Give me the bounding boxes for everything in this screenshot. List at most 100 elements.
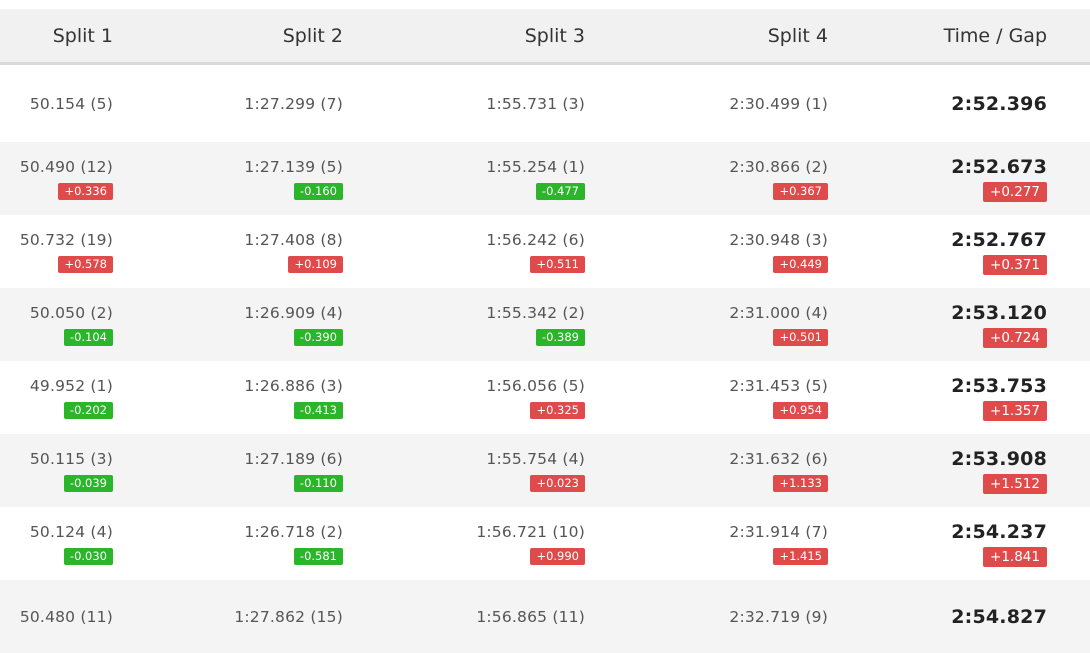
- split-2-delta-badge: -0.160: [293, 182, 343, 200]
- table-header: Split 1 Split 2 Split 3 Split 4 Time / G…: [0, 9, 1090, 65]
- time-gap-value: 2:54.827: [951, 605, 1047, 628]
- split-4-value: 2:32.719 (9): [729, 607, 828, 626]
- split-1-delta-badge: -0.039: [63, 474, 113, 492]
- split-2-cell: 1:26.718 (2) -0.581: [113, 507, 343, 580]
- time-gap-cell: 2:53.908 +1.512: [828, 434, 1047, 507]
- split-2-cell: 1:26.886 (3) -0.413: [113, 361, 343, 434]
- time-gap-cell: 2:54.237 +1.841: [828, 507, 1047, 580]
- split-4-value: 2:30.866 (2): [729, 157, 828, 176]
- split-1-value: 50.480 (11): [19, 607, 113, 626]
- split-3-cell: 1:55.731 (3): [343, 65, 585, 142]
- split-4-cell: 2:31.000 (4) +0.501: [585, 288, 828, 361]
- split-3-cell: 1:55.754 (4) +0.023: [343, 434, 585, 507]
- split-3-value: 1:55.342 (2): [486, 303, 585, 322]
- split-2-cell: 1:27.189 (6) -0.110: [113, 434, 343, 507]
- split-3-value: 1:55.754 (4): [486, 449, 585, 468]
- time-gap-value: 2:52.673: [951, 155, 1047, 178]
- split-2-value: 1:26.909 (4): [244, 303, 343, 322]
- split-3-value: 1:55.731 (3): [486, 94, 585, 113]
- time-gap-delta-badge: +0.371: [983, 254, 1047, 275]
- split-1-cell: 50.115 (3) -0.039: [0, 434, 113, 507]
- time-gap-value: 2:53.753: [951, 374, 1047, 397]
- split-2-delta-badge: +0.109: [288, 255, 343, 273]
- time-gap-delta-badge: +1.512: [983, 473, 1047, 494]
- split-3-delta-badge: +0.511: [530, 255, 585, 273]
- split-3-delta-badge: +0.023: [530, 474, 585, 492]
- split-2-cell: 1:27.139 (5) -0.160: [113, 142, 343, 215]
- table-row[interactable]: 49.952 (1) -0.202 1:26.886 (3) -0.413 1:56.0…: [0, 361, 1090, 434]
- split-3-cell: 1:55.342 (2) -0.389: [343, 288, 585, 361]
- split-4-delta-badge: +0.367: [773, 182, 828, 200]
- split-1-cell: 50.732 (19) +0.578: [0, 215, 113, 288]
- split-2-value: 1:27.408 (8): [244, 230, 343, 249]
- table-row[interactable]: 50.490 (12) +0.336 1:27.139 (5) -0.160 1:55.…: [0, 142, 1090, 215]
- table-row[interactable]: 50.050 (2) -0.104 1:26.909 (4) -0.390 1:55.3…: [0, 288, 1090, 361]
- split-1-value: 50.115 (3): [29, 449, 113, 468]
- lap-splits-table: Split 1 Split 2 Split 3 Split 4 Time / G…: [0, 9, 1090, 653]
- table-row[interactable]: 50.732 (19) +0.578 1:27.408 (8) +0.109 1:56.…: [0, 215, 1090, 288]
- split-2-delta-badge: -0.110: [293, 474, 343, 492]
- time-gap-cell: 2:52.767 +0.371: [828, 215, 1047, 288]
- split-1-delta-badge: +0.578: [58, 255, 113, 273]
- split-3-cell: 1:55.254 (1) -0.477: [343, 142, 585, 215]
- split-4-cell: 2:30.866 (2) +0.367: [585, 142, 828, 215]
- time-gap-delta-badge: +0.724: [983, 327, 1047, 348]
- split-4-delta-badge: +1.133: [773, 474, 828, 492]
- time-gap-value: 2:53.120: [951, 301, 1047, 324]
- split-1-value: 49.952 (1): [29, 376, 113, 395]
- split-3-delta-badge: +0.325: [530, 401, 585, 419]
- split-1-value: 50.124 (4): [29, 522, 113, 541]
- split-3-value: 1:56.242 (6): [486, 230, 585, 249]
- split-4-value: 2:31.632 (6): [729, 449, 828, 468]
- split-3-delta-badge: -0.389: [535, 328, 585, 346]
- split-3-cell: 1:56.056 (5) +0.325: [343, 361, 585, 434]
- split-2-delta-badge: -0.581: [293, 547, 343, 565]
- header-split-3[interactable]: Split 3: [524, 24, 585, 47]
- split-1-delta-badge: -0.030: [63, 547, 113, 565]
- time-gap-delta-badge: +1.841: [983, 546, 1047, 567]
- split-1-value: 50.154 (5): [29, 94, 113, 113]
- time-gap-delta-badge: +0.277: [983, 181, 1047, 202]
- split-4-cell: 2:31.453 (5) +0.954: [585, 361, 828, 434]
- split-3-cell: 1:56.242 (6) +0.511: [343, 215, 585, 288]
- table-row[interactable]: 50.115 (3) -0.039 1:27.189 (6) -0.110 1:55.7…: [0, 434, 1090, 507]
- split-1-value: 50.732 (19): [19, 230, 113, 249]
- split-1-cell: 50.490 (12) +0.336: [0, 142, 113, 215]
- header-time-gap[interactable]: Time / Gap: [943, 24, 1047, 47]
- split-1-cell: 49.952 (1) -0.202: [0, 361, 113, 434]
- split-3-delta-badge: -0.477: [535, 182, 585, 200]
- time-gap-cell: 2:52.673 +0.277: [828, 142, 1047, 215]
- header-split-4[interactable]: Split 4: [767, 24, 828, 47]
- time-gap-cell: 2:53.753 +1.357: [828, 361, 1047, 434]
- split-2-value: 1:27.299 (7): [244, 94, 343, 113]
- split-2-value: 1:27.139 (5): [244, 157, 343, 176]
- header-split-2[interactable]: Split 2: [282, 24, 343, 47]
- split-4-cell: 2:30.948 (3) +0.449: [585, 215, 828, 288]
- split-4-cell: 2:31.914 (7) +1.415: [585, 507, 828, 580]
- split-1-value: 50.490 (12): [19, 157, 113, 176]
- split-4-cell: 2:31.632 (6) +1.133: [585, 434, 828, 507]
- split-1-delta-badge: -0.202: [63, 401, 113, 419]
- time-gap-value: 2:52.767: [951, 228, 1047, 251]
- split-3-cell: 1:56.721 (10) +0.990: [343, 507, 585, 580]
- split-1-cell: 50.124 (4) -0.030: [0, 507, 113, 580]
- table-row[interactable]: 50.154 (5) 1:27.299 (7) 1:55.731 (3) 2:30.4…: [0, 65, 1090, 142]
- split-3-value: 1:56.865 (11): [476, 607, 585, 626]
- time-gap-value: 2:53.908: [951, 447, 1047, 470]
- table-row[interactable]: 50.124 (4) -0.030 1:26.718 (2) -0.581 1:56.7…: [0, 507, 1090, 580]
- split-4-value: 2:30.499 (1): [729, 94, 828, 113]
- split-3-delta-badge: +0.990: [530, 547, 585, 565]
- split-2-delta-badge: -0.413: [293, 401, 343, 419]
- split-4-delta-badge: +0.449: [773, 255, 828, 273]
- split-4-delta-badge: +1.415: [773, 547, 828, 565]
- time-gap-delta-badge: +1.357: [983, 400, 1047, 421]
- split-2-value: 1:26.718 (2): [244, 522, 343, 541]
- split-4-delta-badge: +0.501: [773, 328, 828, 346]
- split-4-value: 2:30.948 (3): [729, 230, 828, 249]
- split-1-delta-badge: -0.104: [63, 328, 113, 346]
- header-split-1[interactable]: Split 1: [52, 24, 113, 47]
- split-1-cell: 50.050 (2) -0.104: [0, 288, 113, 361]
- split-2-cell: 1:27.408 (8) +0.109: [113, 215, 343, 288]
- split-3-value: 1:55.254 (1): [486, 157, 585, 176]
- split-4-value: 2:31.453 (5): [729, 376, 828, 395]
